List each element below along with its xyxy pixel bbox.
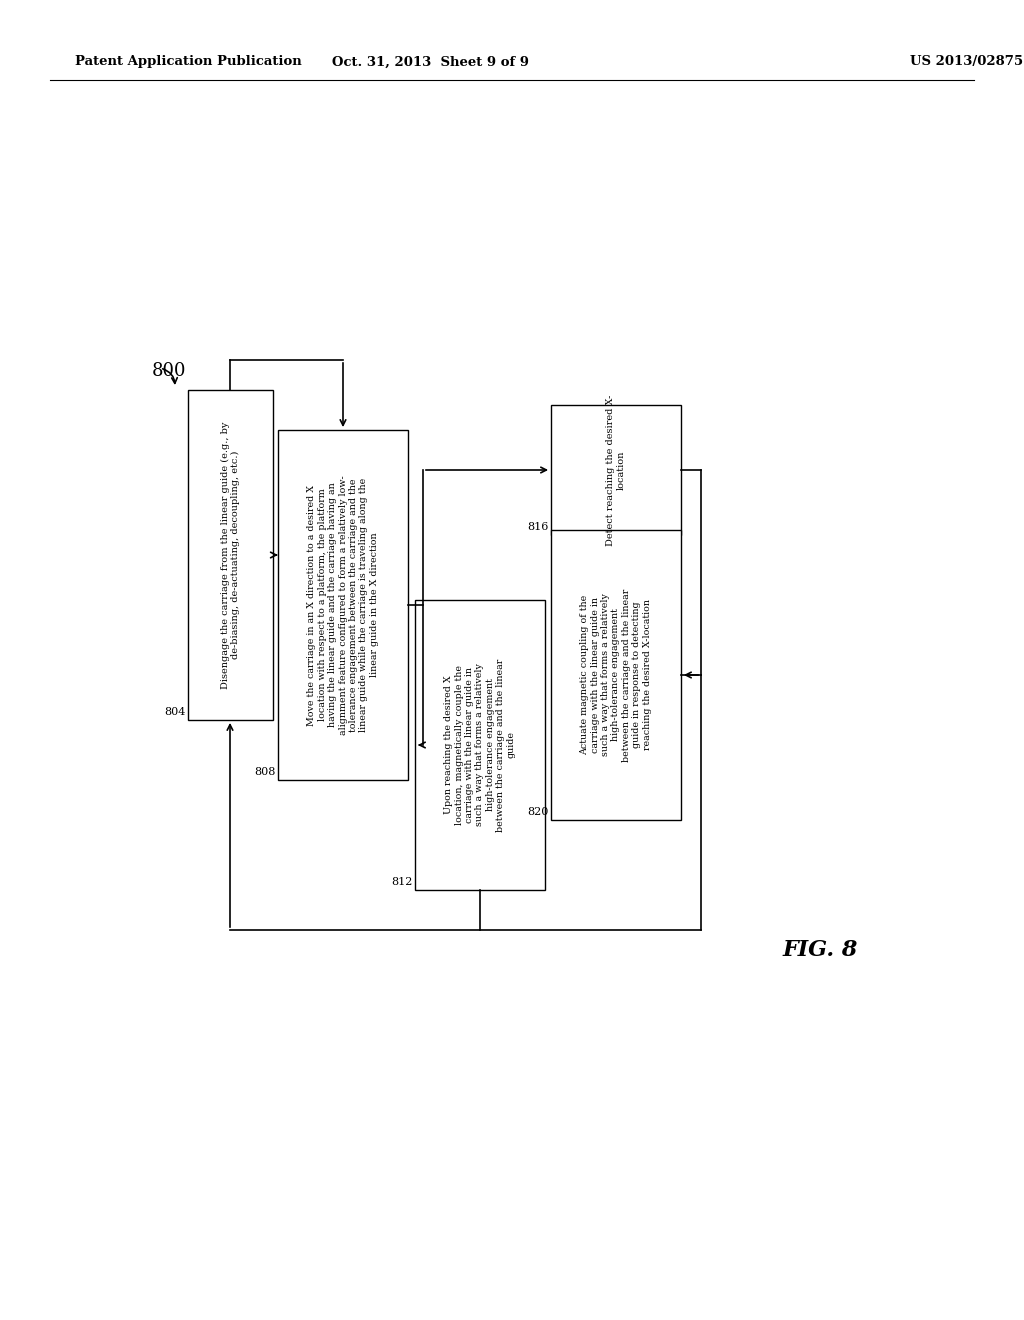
Text: 804: 804 [165,708,186,717]
Text: 812: 812 [391,876,413,887]
Text: Patent Application Publication: Patent Application Publication [75,55,302,69]
Bar [415,601,545,890]
Bar [551,405,681,535]
Text: 800: 800 [152,362,186,380]
Text: US 2013/0287533 A1: US 2013/0287533 A1 [910,55,1024,69]
Text: 808: 808 [255,767,276,777]
Text: 820: 820 [527,807,549,817]
Text: Actuate magnetic coupling of the
carriage with the linear guide in
such a way th: Actuate magnetic coupling of the carriag… [581,589,651,762]
Bar [188,389,273,719]
Text: Detect reaching the desired X-
location: Detect reaching the desired X- location [606,395,626,545]
Bar [551,531,681,820]
Text: Upon reaching the desired X
location, magnetically couple the
carriage with the : Upon reaching the desired X location, ma… [444,659,516,832]
Text: FIG. 8: FIG. 8 [782,939,858,961]
Text: 816: 816 [527,521,549,532]
Text: Oct. 31, 2013  Sheet 9 of 9: Oct. 31, 2013 Sheet 9 of 9 [332,55,528,69]
Bar [278,430,408,780]
Text: Move the carriage in an X direction to a desired X
location with respect to a pl: Move the carriage in an X direction to a… [307,475,379,735]
Text: Disengage the carriage from the linear guide (e.g., by
de-biasing, de-actuating,: Disengage the carriage from the linear g… [220,421,241,689]
